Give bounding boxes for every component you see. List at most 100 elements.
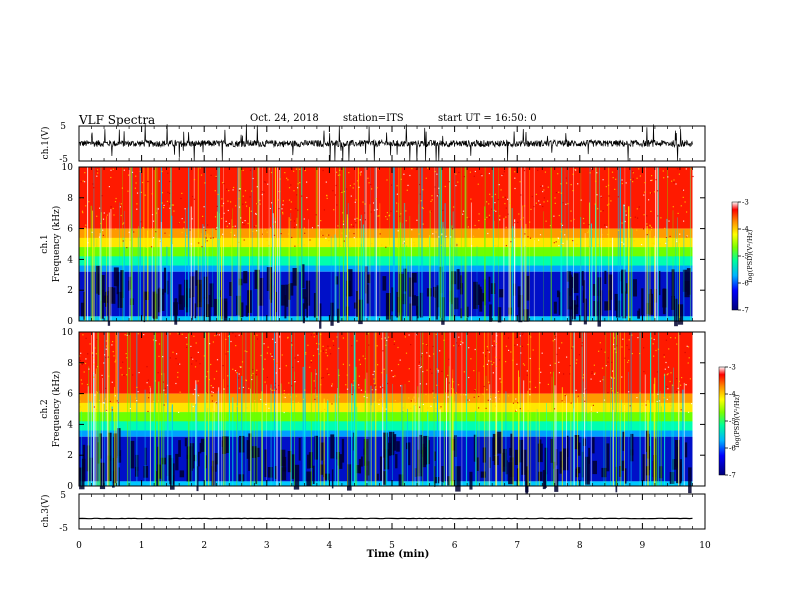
spectrogram-dark-patch [573,273,579,293]
spectrogram-dark-patch [592,437,595,454]
spectrogram-speckle [110,176,112,179]
spectrogram-speckle [227,209,229,212]
spectrogram-speckle [348,172,350,174]
spectrogram-speckle [289,411,291,413]
spectrogram-speckle [561,243,563,245]
spectrogram-speckle [564,393,566,395]
spectrogram-speckle [637,337,639,339]
spectrogram-speckle [434,170,436,173]
spectrogram-dark-patch [455,466,461,492]
spectrogram-dark-patch [363,439,369,466]
spectrogram-speckle [566,182,568,184]
spectrogram-speckle [340,190,342,192]
spectrogram-speckle [588,246,590,248]
spectrogram-speckle [426,344,428,347]
spectrogram-speckle [681,377,683,379]
spectrogram-speckle [385,344,387,346]
spectrogram-speckle [349,185,351,187]
spectrogram-speckle [353,380,355,382]
spectrogram-speckle [472,235,475,237]
spectrogram-speckle [687,346,690,348]
spectrogram-speckle [179,391,181,393]
spectrogram-speckle [360,174,362,176]
spectrogram-speckle [625,182,627,184]
spectrogram-dark-patch [208,294,211,322]
spectrogram-speckle [371,188,373,190]
spectrogram-dark-patch [302,303,305,324]
spectrogram-speckle [266,231,268,233]
spectrogram-speckle [670,405,672,407]
spectrogram-dark-patch [102,295,108,303]
spectrogram-speckle [408,368,410,370]
spectrogram-dark-patch [508,462,514,485]
ch2-freq-ylabel: Frequency (kHz) [51,371,62,448]
spectrogram-speckle [515,410,517,412]
spectrogram-speckle [488,360,490,362]
spectrogram-speckle [391,184,393,186]
spectrogram-dark-patch [337,308,340,323]
spectrogram-speckle [420,356,423,358]
spectrogram-speckle [309,239,311,241]
spectrogram-speckle [646,215,648,217]
spectrogram-speckle [421,352,423,354]
spectrogram-speckle [214,190,216,192]
spectrogram-speckle [299,168,301,170]
spectrogram-speckle [212,341,214,343]
spectrogram-speckle [126,247,128,249]
spectrogram-speckle [165,393,167,395]
spectrogram-speckle [411,229,413,231]
spectrogram-speckle [214,216,217,218]
spectrogram-speckle [518,402,520,404]
spectrogram-speckle [222,233,224,235]
spectrogram-dark-patch [221,440,224,447]
spectrogram-speckle [243,223,245,225]
spectrogram-speckle [685,168,687,170]
spectrogram-speckle [447,374,449,376]
spectrogram-speckle [218,239,220,241]
spectrogram-band-0 [79,167,693,229]
spectrogram-speckle [427,407,429,409]
spectrogram-speckle [558,361,560,363]
spectrogram-speckle [323,209,325,211]
spectrogram-speckle [99,207,101,209]
spectrogram-speckle [690,403,693,405]
spectrogram-speckle [672,384,674,386]
spectrogram-speckle [81,210,84,212]
spectrogram-speckle [431,199,433,201]
spectrogram-speckle [167,191,169,193]
spectrogram-speckle [490,395,492,397]
spectrogram-speckle [373,209,376,211]
spectrogram-speckle [293,227,295,229]
spectrogram-speckle [444,185,446,188]
spectrogram-speckle [555,192,557,194]
spectrogram-speckle [553,242,555,244]
spectrogram-speckle [96,391,98,393]
ch2-colorbar-tick-label: -6 [729,445,736,453]
spectrogram-speckle [342,223,345,225]
spectrogram-dark-patch [157,464,162,479]
spectrogram-speckle [282,211,284,213]
spectrogram-speckle [94,347,96,349]
spectrogram-dark-patch [624,468,627,484]
spectrogram-speckle [529,381,531,383]
spectrogram-speckle [387,382,389,385]
spectrogram-speckle [93,363,95,365]
spectrogram-speckle [309,366,311,368]
spectrogram-speckle [379,233,381,235]
spectrogram-speckle [397,230,399,232]
spectrogram-speckle [290,167,292,169]
spectrogram-speckle [491,196,493,198]
spectrogram-speckle [692,175,694,178]
spectrogram-dark-patch [213,453,219,465]
spectrogram-dark-patch [330,302,334,326]
spectrogram-speckle [105,387,107,389]
spectrogram-dark-patch [193,454,197,462]
spectrogram-speckle [514,171,516,173]
spectrogram-speckle [79,359,82,362]
spectrogram-speckle [320,229,323,231]
spectrogram-speckle [393,340,396,342]
spectrogram-speckle [363,395,365,398]
spectrogram-speckle [385,216,387,218]
ch3-ylabel: ch.3(V) [40,495,51,528]
